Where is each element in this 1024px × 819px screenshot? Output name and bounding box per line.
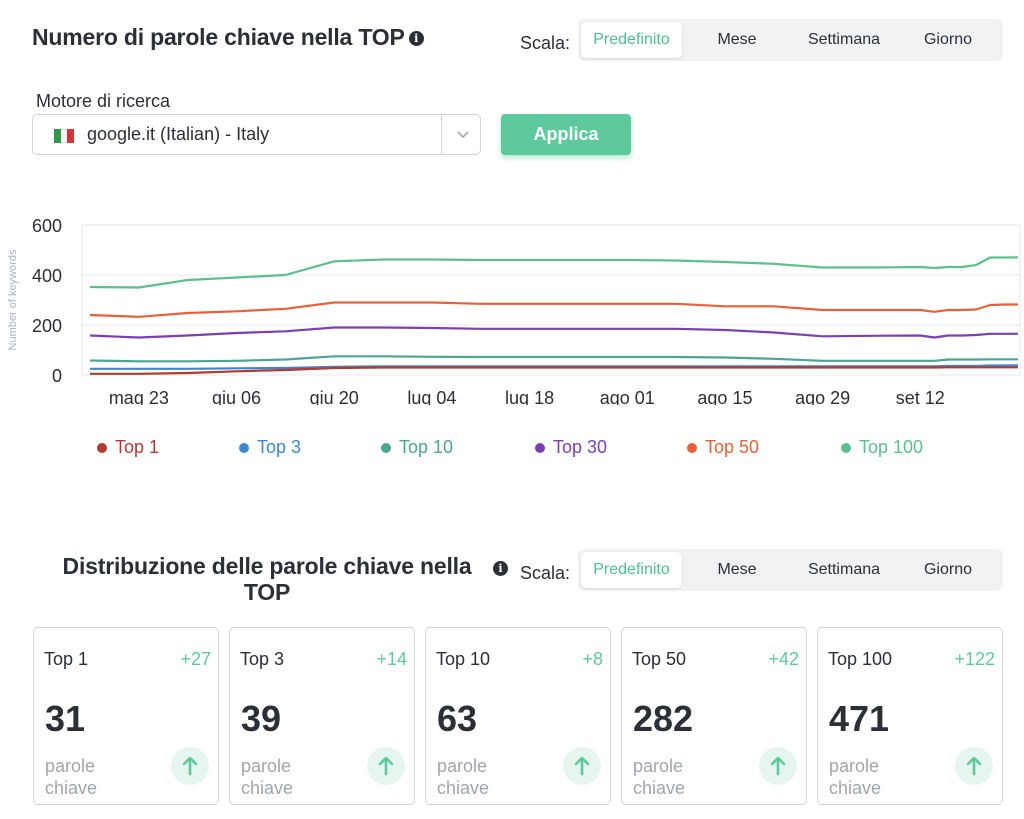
y-tick-label: 200 [32,316,62,336]
distribution-scale-selector: Predefinito Mese Settimana Giorno [578,549,1003,591]
legend-item-top-3[interactable]: Top 3 [239,437,301,458]
series-line-top-100 [89,256,1019,289]
card-unit: parole chiave [437,756,490,798]
series-line-top-30 [89,326,1018,339]
arrow-up-icon [367,747,405,785]
legend-label: Top 30 [553,437,608,457]
x-tick-label: ago 15 [697,388,752,405]
y-tick-label: 400 [32,266,62,286]
arrow-up-icon [955,747,993,785]
legend-label: Top 1 [115,437,160,457]
distribution-scale-option-giorno[interactable]: Giorno [923,561,973,578]
x-tick-label: giu 06 [212,388,261,405]
legend-label: Top 3 [257,437,302,457]
distribution-scale-option-mese[interactable]: Mese [717,561,757,578]
legend-item-top-100[interactable]: Top 100 [841,437,923,458]
x-tick-label: giu 20 [310,388,359,405]
card-delta: +8 [582,649,603,669]
y-tick-label: 600 [32,216,62,236]
scale-option-predefinito[interactable]: Predefinito [581,22,682,58]
card-value: 471 [829,698,890,739]
scale-label: Scala: [520,33,571,53]
legend-item-top-50[interactable]: Top 50 [687,437,759,458]
card-value: 39 [241,698,282,739]
card-delta: +27 [180,649,211,669]
legend-dot-icon [97,442,107,453]
distribution-scale-option-predefinito[interactable]: Predefinito [581,552,682,588]
x-tick-label: lug 18 [505,388,554,405]
series-line-top-50 [89,301,1018,318]
legend-item-top-10[interactable]: Top 10 [381,437,453,458]
page-title: Numero di parole chiave nella TOP i [32,24,424,51]
arrow-up-icon [171,747,209,785]
distribution-scale-label: Scala: [520,563,571,583]
legend-dot-icon [381,442,391,453]
keywords-line-chart: 0 200 400 600 Number of keywords mag 23 giu 06… [7,216,1021,405]
y-axis-label: Number of keywords [7,249,19,350]
series-line-top-1 [90,366,1018,375]
italy-flag-icon [54,129,75,143]
info-icon[interactable]: i [408,31,424,46]
arrow-up-icon [759,747,797,785]
distribution-info-icon[interactable]: i [493,561,508,576]
card-unit: parole chiave [45,756,98,798]
page-title-text: Numero di parole chiave nella TOP [32,24,405,50]
chevron-down-icon[interactable] [454,125,472,143]
search-engine-label: Motore di ricerca [36,91,171,111]
legend-dot-icon [535,442,545,453]
x-tick-label: lug 04 [407,388,456,405]
scale-option-mese[interactable]: Mese [717,31,757,48]
legend-dot-icon [841,442,851,453]
card-delta: +122 [954,649,995,669]
x-tick-label: set 12 [896,388,945,405]
card-label: Top 100 [828,649,893,669]
stat-card-top-10: Top 10 +8 63 parole chiave [425,627,611,805]
series-line-top-10 [89,355,1018,363]
card-label: Top 3 [240,649,285,669]
card-label: Top 1 [44,649,89,669]
x-tick-label: ago 29 [795,388,850,405]
chart-legend: Top 1 Top 3 Top 10 Top 30 Top 50 Top 100 [0,437,1024,461]
x-tick-label: ago 01 [600,388,655,405]
scale-option-giorno[interactable]: Giorno [923,31,973,48]
card-label: Top 10 [436,649,491,669]
search-engine-value: google.it (Italian) - Italy [87,124,270,144]
card-value: 31 [45,698,86,739]
stat-card-top-3: Top 3 +14 39 parole chiave [229,627,415,805]
series-line-top-3 [90,364,1019,370]
card-value: 282 [633,698,694,739]
scale-option-settimana[interactable]: Settimana [807,31,881,48]
x-tick-label: mag 23 [109,388,169,405]
distribution-scale-option-settimana[interactable]: Settimana [807,561,881,578]
legend-item-top-30[interactable]: Top 30 [535,437,607,458]
stat-card-top-50: Top 50 +42 282 parole chiave [621,627,807,805]
scale-selector: Predefinito Mese Settimana Giorno [578,19,1003,61]
stat-card-top-1: Top 1 +27 31 parole chiave [33,627,219,805]
legend-item-top-1[interactable]: Top 1 [97,437,159,458]
card-delta: +42 [768,649,799,669]
legend-dot-icon [239,442,249,453]
card-delta: +14 [376,649,407,669]
apply-button[interactable]: Applica [501,114,631,155]
search-engine-select[interactable]: google.it (Italian) - Italy [32,114,481,155]
arrow-up-icon [563,747,601,785]
legend-label: Top 10 [399,437,454,457]
stat-card-top-100: Top 100 +122 471 parole chiave [817,627,1003,805]
card-value: 63 [437,698,478,739]
y-tick-label: 0 [52,366,62,386]
card-unit: parole chiave [241,756,294,798]
card-label: Top 50 [632,649,687,669]
select-divider [441,115,442,154]
legend-dot-icon [687,442,697,453]
legend-label: Top 50 [705,437,760,457]
card-unit: parole chiave [633,756,686,798]
card-unit: parole chiave [829,756,882,798]
plot-area [81,224,1021,376]
distribution-title: Distribuzione delle parole chiave nella … [62,553,472,605]
legend-label: Top 100 [859,437,924,457]
